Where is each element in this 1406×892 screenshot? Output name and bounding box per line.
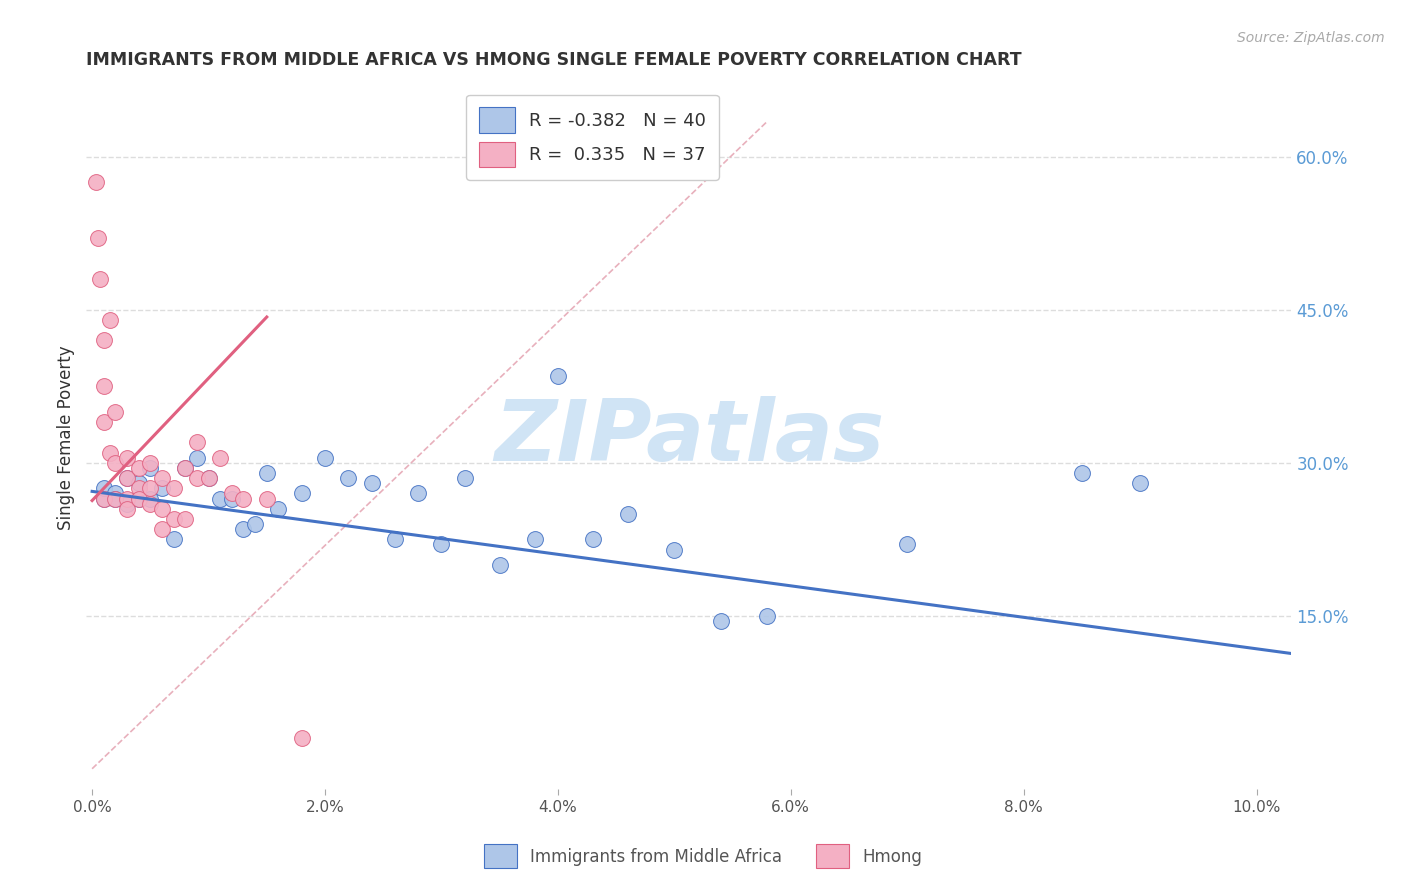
Point: [128, 461, 150, 475]
Point: [104, 456, 127, 470]
Text: ZIPatlas: ZIPatlas: [494, 396, 884, 479]
Point: [162, 481, 184, 495]
Point: [430, 537, 453, 551]
Point: [314, 450, 336, 465]
Point: [1129, 476, 1152, 491]
Point: [454, 471, 477, 485]
Point: [209, 491, 232, 506]
Point: [89, 272, 111, 286]
Point: [93, 334, 115, 348]
Point: [139, 461, 162, 475]
Point: [360, 476, 382, 491]
Point: [406, 486, 429, 500]
Point: [174, 461, 197, 475]
Point: [115, 497, 138, 511]
Point: [221, 491, 243, 506]
Point: [1070, 466, 1092, 480]
Point: [139, 481, 162, 495]
Point: [616, 507, 638, 521]
Point: [139, 456, 162, 470]
Point: [197, 471, 219, 485]
Point: [104, 405, 127, 419]
Point: [756, 608, 779, 623]
Point: [150, 522, 173, 536]
Point: [291, 486, 314, 500]
Point: [87, 231, 110, 245]
Point: [93, 481, 115, 495]
Point: [98, 445, 121, 459]
Text: Source: ZipAtlas.com: Source: ZipAtlas.com: [1237, 31, 1385, 45]
Point: [150, 501, 173, 516]
Point: [93, 491, 115, 506]
Point: [896, 537, 918, 551]
Point: [93, 491, 115, 506]
Point: [488, 558, 510, 572]
Y-axis label: Single Female Poverty: Single Female Poverty: [58, 345, 75, 530]
Point: [115, 471, 138, 485]
Point: [256, 491, 278, 506]
Point: [162, 533, 184, 547]
Point: [197, 471, 219, 485]
Point: [93, 379, 115, 393]
Point: [162, 512, 184, 526]
Point: [115, 501, 138, 516]
Point: [384, 533, 406, 547]
Point: [710, 614, 733, 628]
Point: [256, 466, 278, 480]
Point: [98, 313, 121, 327]
Point: [267, 501, 290, 516]
Point: [115, 471, 138, 485]
Point: [174, 461, 197, 475]
Point: [104, 491, 127, 506]
Point: [523, 533, 546, 547]
Legend: R = -0.382   N = 40, R =  0.335   N = 37: R = -0.382 N = 40, R = 0.335 N = 37: [467, 95, 718, 180]
Point: [337, 471, 360, 485]
Point: [291, 731, 314, 746]
Point: [209, 450, 232, 465]
Point: [128, 481, 150, 495]
Point: [221, 486, 243, 500]
Legend: Immigrants from Middle Africa, Hmong: Immigrants from Middle Africa, Hmong: [477, 838, 929, 875]
Point: [84, 175, 107, 189]
Point: [186, 435, 208, 450]
Text: IMMIGRANTS FROM MIDDLE AFRICA VS HMONG SINGLE FEMALE POVERTY CORRELATION CHART: IMMIGRANTS FROM MIDDLE AFRICA VS HMONG S…: [86, 51, 1022, 69]
Point: [243, 516, 266, 531]
Point: [115, 491, 138, 506]
Point: [115, 450, 138, 465]
Point: [93, 415, 115, 429]
Point: [128, 476, 150, 491]
Point: [174, 512, 197, 526]
Point: [128, 491, 150, 506]
Point: [150, 471, 173, 485]
Point: [104, 486, 127, 500]
Point: [186, 471, 208, 485]
Point: [139, 497, 162, 511]
Point: [139, 491, 162, 506]
Point: [150, 481, 173, 495]
Point: [664, 542, 686, 557]
Point: [547, 369, 569, 384]
Point: [232, 522, 254, 536]
Point: [232, 491, 254, 506]
Point: [186, 450, 208, 465]
Point: [104, 491, 127, 506]
Point: [582, 533, 605, 547]
Point: [128, 491, 150, 506]
